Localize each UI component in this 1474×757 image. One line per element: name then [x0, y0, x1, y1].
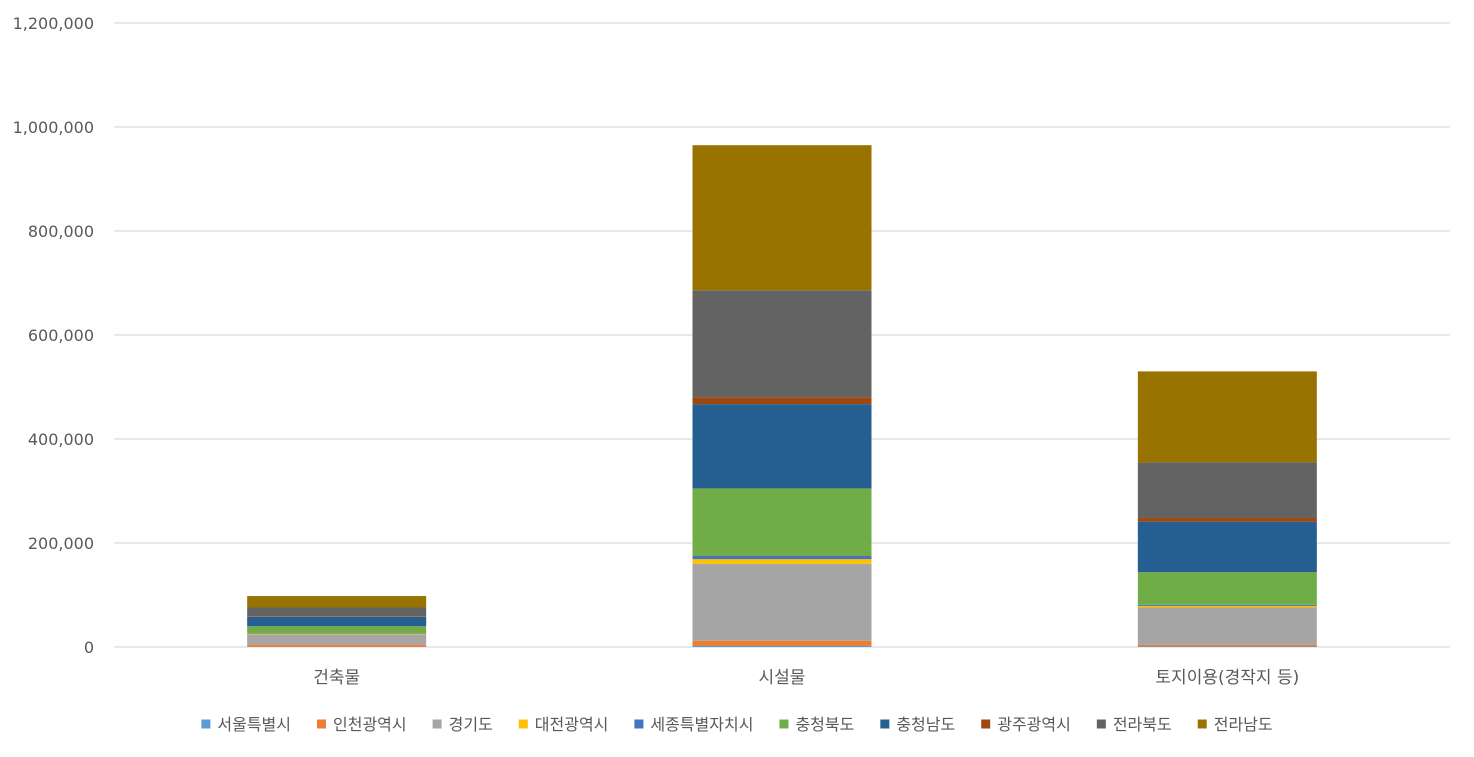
- bar-segment-1-5: [692, 488, 872, 556]
- bar-segment-2-4: [1137, 604, 1317, 606]
- legend-swatch: [779, 719, 789, 729]
- legend-label: 서울특별시: [217, 715, 291, 734]
- bar-segment-0-6: [247, 616, 427, 627]
- bar-segment-2-1: [1137, 644, 1317, 647]
- bar-segment-1-1: [692, 640, 872, 646]
- legend-label: 세종특별자치시: [650, 715, 753, 734]
- legend-swatch: [317, 719, 326, 729]
- bar-segment-1-2: [692, 563, 872, 641]
- bar-segment-2-6: [1137, 521, 1317, 573]
- bar-segment-0-4: [247, 632, 427, 634]
- legend-item: 인천광역시: [317, 715, 407, 734]
- bar-segment-1-3: [692, 559, 872, 564]
- bar-segment-0-2: [247, 634, 427, 645]
- y-axis-tick-labels: 0 200,000 400,000 600,000 800,000 1,000,000 1,…: [13, 14, 94, 657]
- bar-segment-2-3: [1137, 605, 1317, 608]
- legend-item: 경기도: [432, 715, 493, 734]
- y-tick-label: 0: [84, 638, 94, 657]
- legend-swatch: [981, 719, 991, 729]
- bar-segment-1-4: [692, 556, 872, 560]
- legend-item: 전라남도: [1197, 715, 1273, 734]
- y-tick-label: 600,000: [28, 326, 94, 345]
- bar-segment-2-5: [1137, 572, 1317, 605]
- bar-segment-2-9: [1137, 371, 1317, 463]
- bar-segment-0-8: [247, 607, 427, 617]
- bar-segment-2-2: [1137, 607, 1317, 645]
- legend-item: 충청남도: [880, 715, 955, 734]
- x-category-label: 건축물: [313, 668, 360, 688]
- bars: [247, 145, 1317, 647]
- legend-swatch: [201, 719, 211, 729]
- legend-item: 광주광역시: [981, 715, 1071, 734]
- legend-swatch: [880, 719, 890, 729]
- legend: 서울특별시 인천광역시 경기도 대전광역시 세종특별자치시 충청북도 충청남도 광주광역시 전라…: [201, 715, 1273, 734]
- bar-segment-1-7: [692, 397, 872, 405]
- legend-label: 전라남도: [1214, 715, 1273, 734]
- bar-segment-0-7: [247, 616, 427, 617]
- legend-item: 전라북도: [1096, 715, 1172, 734]
- bar-segment-1-0: [692, 645, 872, 647]
- legend-item: 충청북도: [779, 715, 854, 734]
- legend-swatch: [518, 719, 528, 729]
- bar-segment-2-0: [1137, 646, 1317, 647]
- legend-item: 세종특별자치시: [634, 715, 753, 734]
- bar-segment-1-9: [692, 145, 872, 291]
- bar-segment-0-9: [247, 596, 427, 608]
- legend-label: 전라북도: [1113, 715, 1172, 734]
- y-tick-label: 800,000: [28, 222, 94, 241]
- y-tick-label: 1,200,000: [13, 14, 94, 33]
- bar-segment-0-5: [247, 626, 427, 633]
- legend-label: 광주광역시: [997, 715, 1071, 734]
- legend-swatch: [1197, 719, 1207, 729]
- bar-segment-0-3: [247, 633, 427, 635]
- bar-segment-0-1: [247, 644, 427, 647]
- legend-swatch: [432, 719, 442, 729]
- legend-swatch: [1096, 719, 1106, 729]
- y-tick-label: 200,000: [28, 534, 94, 553]
- x-axis-category-labels: 건축물 시설물 토지이용(경작지 등): [313, 668, 1299, 688]
- bar-segment-1-8: [692, 290, 872, 398]
- legend-label: 대전광역시: [535, 715, 609, 734]
- legend-label: 충청남도: [896, 715, 955, 734]
- x-category-label: 시설물: [759, 668, 806, 688]
- legend-item: 대전광역시: [518, 715, 609, 734]
- legend-item: 서울특별시: [201, 715, 291, 734]
- bar-segment-2-8: [1137, 462, 1317, 519]
- y-tick-label: 400,000: [28, 430, 94, 449]
- x-category-label: 토지이용(경작지 등): [1155, 668, 1299, 688]
- legend-label: 충청북도: [795, 715, 854, 734]
- legend-label: 경기도: [449, 715, 493, 734]
- y-tick-label: 1,000,000: [13, 118, 94, 137]
- bar-segment-1-6: [692, 404, 872, 489]
- legend-swatch: [634, 719, 644, 729]
- legend-label: 인천광역시: [333, 715, 407, 734]
- bar-segment-2-7: [1137, 518, 1317, 522]
